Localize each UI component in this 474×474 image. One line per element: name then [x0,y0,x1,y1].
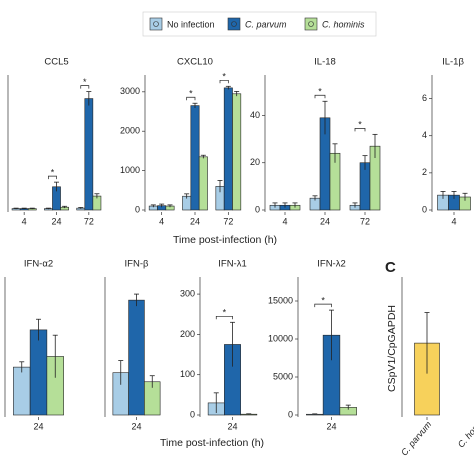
x-tick-label: 24 [51,216,61,226]
panel-title: CXCL10 [177,57,213,68]
x-axis-label: Time post-infection (h) [173,234,277,246]
significance-label: * [51,168,55,178]
y-tick-label: 0 [288,409,293,419]
significance-label: * [321,295,325,305]
panel-title: IL-1β [442,57,464,68]
x-tick-label: 72 [84,216,94,226]
legend-label: C. parvum [245,19,287,29]
significance-bracket [48,175,57,180]
y-tick-label: 40 [250,110,260,120]
y-tick-label: 6 [422,93,427,103]
x-tick-label: 24 [326,421,336,431]
y-tick-label: 200 [180,329,195,339]
bar [13,366,31,416]
significance-label: * [358,120,362,130]
bar [359,162,371,211]
bar [198,156,208,211]
y-tick-label: 100 [180,369,195,379]
y-tick-label: 2000 [120,126,140,136]
y-tick-label: 0 [255,204,260,214]
legend-dot [308,21,314,27]
y-tick-label: 1000 [120,165,140,175]
x-tick-label: 4 [22,216,27,226]
bar [190,105,200,211]
bar [84,98,94,211]
significance-label: * [223,308,227,318]
significance-bracket [314,94,326,99]
x-tick-label: C. homi [456,419,474,450]
y-axis-label: CSpV1/CpGAPDH [386,305,398,392]
x-tick-label: 4 [282,216,287,226]
y-tick-label: 20 [250,157,260,167]
y-tick-label: 15000 [268,295,293,305]
x-tick-label: 72 [360,216,370,226]
significance-bracket [219,79,229,84]
x-tick-label: 72 [223,216,233,226]
legend-dot [231,21,237,27]
bar [128,299,145,416]
x-tick-label: 24 [320,216,330,226]
y-tick-label: 0 [135,204,140,214]
panel-title: IL-18 [314,57,336,68]
panel-title: CCL5 [44,57,68,68]
legend-label: No infection [167,19,215,29]
legend-dot [153,21,159,27]
bar [223,87,233,211]
significance-bracket [314,303,332,308]
panel-title: IFN-α2 [24,259,53,270]
x-tick-label: 24 [227,421,237,431]
significance-bracket [186,96,196,101]
y-tick-label: 10000 [268,333,293,343]
x-axis-label: Time post-infection (h) [160,437,264,449]
x-tick-label: C. parvum [399,419,434,458]
y-tick-label: 4 [422,130,427,140]
y-tick-label: 3000 [120,86,140,96]
panel-title: IFN-λ2 [317,259,346,270]
panel-title: IFN-β [125,259,149,270]
y-tick-label: 0 [422,204,427,214]
significance-label: * [189,89,193,99]
x-tick-label: 4 [159,216,164,226]
x-tick-label: 24 [33,421,43,431]
panel-label: C [385,259,396,276]
significance-label: * [83,77,87,87]
x-tick-label: 4 [451,216,456,226]
significance-label: * [222,72,226,82]
y-tick-label: 5000 [273,371,293,381]
x-tick-label: 24 [190,216,200,226]
y-tick-label: 300 [180,288,195,298]
significance-label: * [318,87,322,97]
y-tick-label: 2 [422,167,427,177]
bar [29,329,48,416]
bar [232,93,242,211]
y-tick-label: 0 [190,409,195,419]
legend-label: C. hominis [322,19,365,29]
significance-bracket [354,128,366,132]
significance-bracket [80,85,90,89]
legend-box [142,11,377,37]
panel-title: IFN-λ1 [218,259,247,270]
significance-bracket [215,315,233,320]
x-tick-label: 24 [131,421,141,431]
